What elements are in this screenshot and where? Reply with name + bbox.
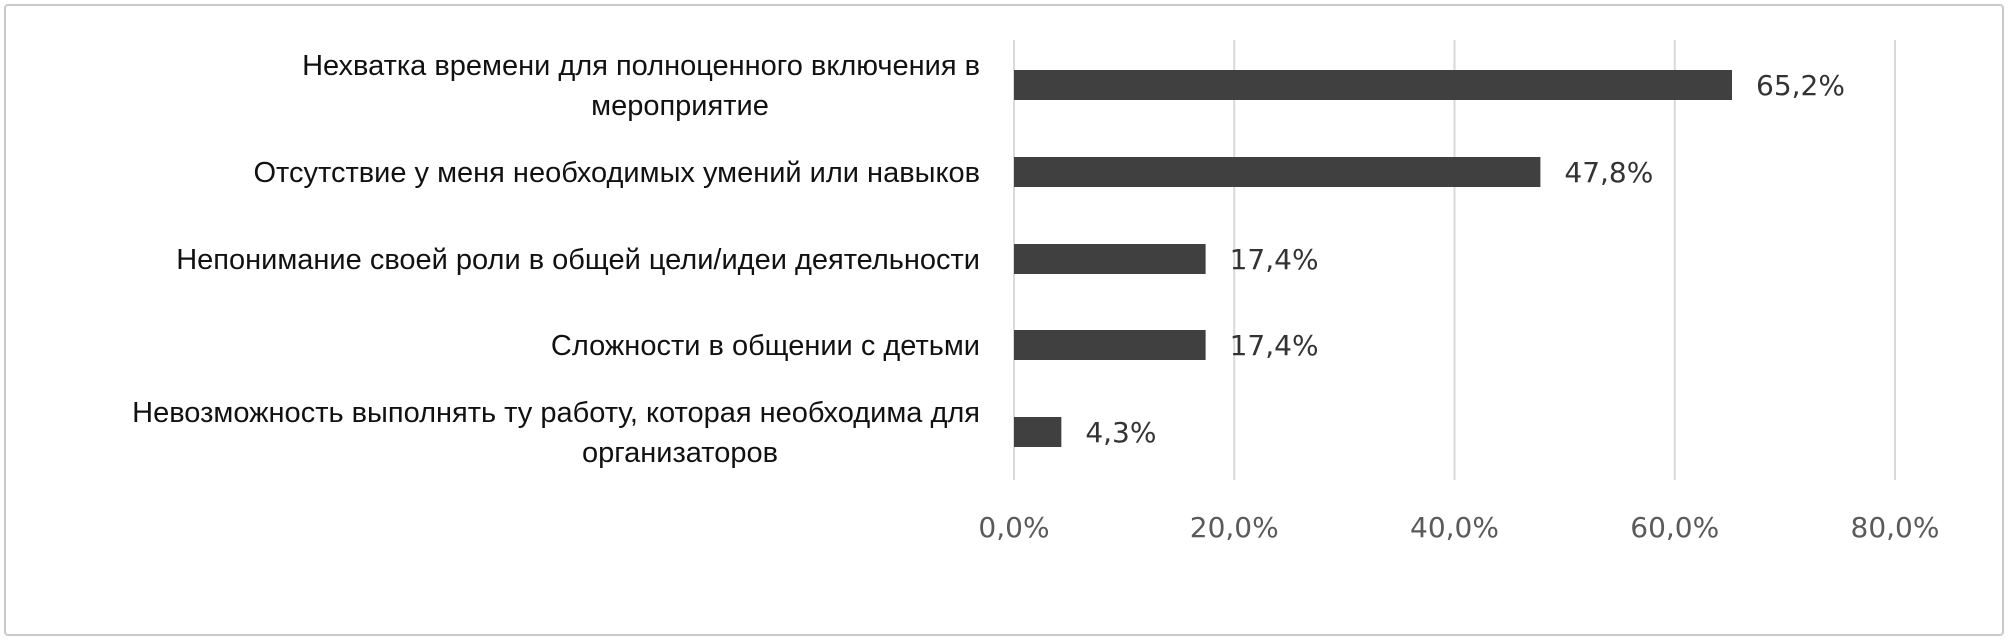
bars <box>1014 70 1733 447</box>
category-label-1: Отсутствие у меня необходимых умений или… <box>253 157 980 189</box>
x-tick-label-2: 40,0% <box>1410 511 1499 544</box>
bar-2 <box>1014 244 1206 274</box>
x-tick-label-0: 0,0% <box>978 511 1049 544</box>
category-labels: Нехватка времени для полноценного включе… <box>132 50 980 469</box>
value-label-0: 65,2% <box>1756 69 1845 102</box>
value-label-3: 17,4% <box>1230 329 1319 362</box>
x-tick-label-4: 80,0% <box>1851 511 1940 544</box>
category-label-3: Сложности в общении с детьми <box>551 330 980 362</box>
category-label-2: Непонимание своей роли в общей цели/идеи… <box>176 244 980 276</box>
bar-0 <box>1014 70 1733 100</box>
category-label-4: Невозможность выполнять ту работу, котор… <box>132 397 980 469</box>
x-axis-tick-labels: 0,0% 20,0% 40,0% 60,0% 80,0% <box>978 511 1939 544</box>
bar-4 <box>1014 417 1062 447</box>
chart-frame <box>4 4 2004 636</box>
value-label-1: 47,8% <box>1564 156 1653 189</box>
value-label-4: 4,3% <box>1085 416 1156 449</box>
value-labels: 65,2% 47,8% 17,4% 17,4% 4,3% <box>1085 69 1845 449</box>
gridlines <box>1013 40 1896 480</box>
value-label-2: 17,4% <box>1230 243 1319 276</box>
bar-3 <box>1014 330 1206 360</box>
x-tick-label-1: 20,0% <box>1190 511 1279 544</box>
category-label-0: Нехватка времени для полноценного включе… <box>302 50 980 122</box>
bar-1 <box>1014 157 1541 187</box>
x-tick-label-3: 60,0% <box>1630 511 1719 544</box>
